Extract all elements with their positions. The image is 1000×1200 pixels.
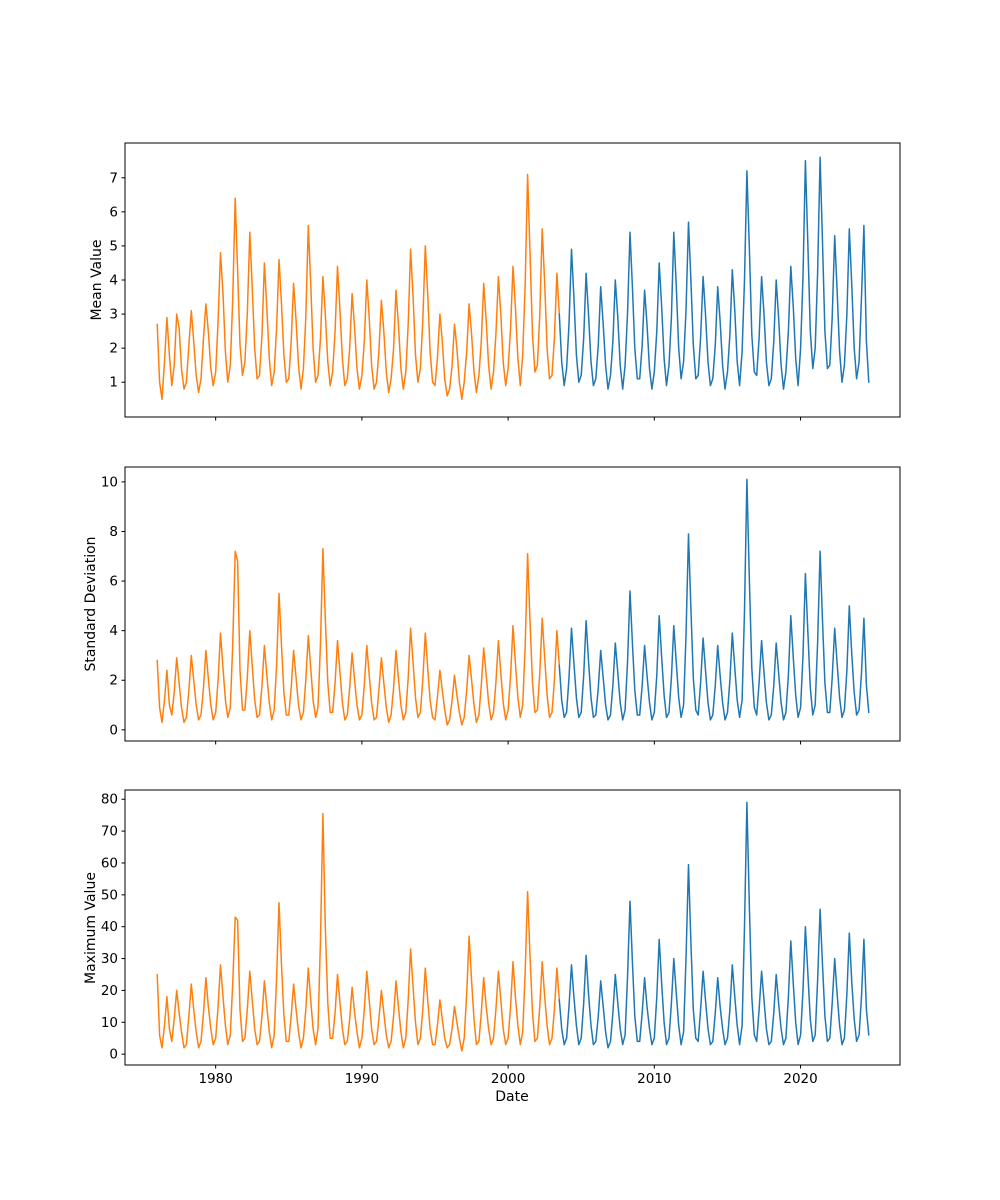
y-tick-label: 6 [109, 204, 118, 220]
x-tick-label: 2020 [783, 1071, 817, 1087]
y-tick-label: 1 [109, 375, 118, 391]
y-tick-label: 0 [109, 722, 118, 738]
y-tick-label: 40 [101, 919, 118, 935]
late-period-line [558, 801, 870, 1049]
axes-box [124, 789, 901, 1066]
axes-box [124, 466, 901, 742]
x-tick-label: 1980 [198, 1071, 232, 1087]
y-tick-label: 6 [109, 574, 118, 590]
early-period-line [156, 812, 561, 1052]
subplot-standard-deviation: 0 2 4 6 8 10 [101, 466, 901, 745]
subplot-maximum-value: 0 10 20 30 40 50 60 70 80 1980 1990 2000 2010 2020 [101, 789, 901, 1087]
y-tick-label: 60 [101, 855, 118, 871]
y-tick-label: 3 [109, 307, 118, 323]
early-period-line [156, 173, 561, 401]
early-period-line [156, 548, 561, 726]
y-axis-label-standard-deviation: Standard Deviation [83, 536, 99, 672]
x-tick-label: 1990 [345, 1071, 379, 1087]
x-tick-label: 2010 [637, 1071, 671, 1087]
late-period-line [558, 478, 870, 721]
y-axis-label-maximum-value: Maximum Value [83, 872, 99, 984]
y-tick-label: 7 [109, 170, 118, 186]
y-tick-label: 70 [101, 824, 118, 840]
y-tick-label: 2 [109, 341, 118, 357]
y-axis-label-mean-value: Mean Value [89, 239, 105, 321]
y-tick-label: 5 [109, 238, 118, 254]
x-tick-label: 2000 [491, 1071, 525, 1087]
y-tick-label: 50 [101, 887, 118, 903]
y-tick-label: 10 [101, 474, 118, 490]
y-tick-label: 10 [101, 1015, 118, 1031]
y-tick-label: 30 [101, 951, 118, 967]
y-tick-label: 4 [109, 623, 118, 639]
y-tick-label: 20 [101, 983, 118, 999]
y-tick-label: 80 [101, 792, 118, 808]
y-tick-label: 0 [109, 1047, 118, 1063]
x-axis-label: Date [495, 1089, 529, 1105]
y-tick-label: 2 [109, 673, 118, 689]
y-tick-label: 4 [109, 273, 118, 289]
late-period-line [558, 156, 870, 390]
y-tick-label: 8 [109, 524, 118, 540]
subplot-mean-value: 1 2 3 4 5 6 7 [109, 142, 901, 421]
